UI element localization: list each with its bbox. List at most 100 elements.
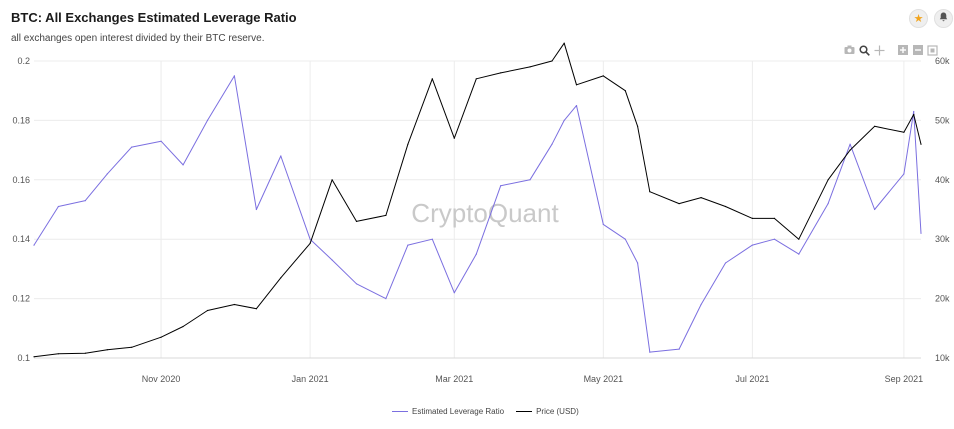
price-line xyxy=(33,42,922,358)
x-tick-label: Mar 2021 xyxy=(435,374,473,384)
x-tick-label: May 2021 xyxy=(584,374,624,384)
price-point xyxy=(827,179,829,181)
y-right-tick-label: 60k xyxy=(935,56,950,66)
leverage-point xyxy=(431,238,433,240)
leverage-point xyxy=(700,303,702,306)
y-left-tick-label: 0.18 xyxy=(12,115,30,125)
y-right-tick-label: 40k xyxy=(935,175,950,185)
leverage-point xyxy=(920,232,922,234)
pan-icon[interactable] xyxy=(874,45,885,56)
leverage-point xyxy=(575,105,578,107)
price-point xyxy=(309,242,311,244)
zoom-out-icon[interactable] xyxy=(912,45,923,56)
leverage-point xyxy=(827,203,829,205)
leverage-point xyxy=(453,292,455,294)
price-point xyxy=(724,205,727,208)
leverage-point xyxy=(331,259,333,261)
y-right-tick-label: 10k xyxy=(935,353,950,363)
alert-button[interactable] xyxy=(934,9,953,28)
price-point xyxy=(84,352,86,354)
price-point xyxy=(57,353,60,355)
leverage-ratio-line xyxy=(33,75,922,353)
price-point xyxy=(849,149,851,151)
price-point xyxy=(131,346,133,348)
price-point xyxy=(551,60,553,62)
y-left-tick-label: 0.12 xyxy=(12,294,30,304)
price-point xyxy=(500,72,502,74)
price-point xyxy=(678,203,680,205)
price-point xyxy=(903,131,905,133)
price-point xyxy=(920,143,922,145)
price-point xyxy=(233,303,235,306)
leverage-point xyxy=(563,119,565,121)
price-point xyxy=(431,78,433,80)
x-tick-label: Jul 2021 xyxy=(735,374,769,384)
favorite-button[interactable]: ★ xyxy=(909,9,928,28)
price-point xyxy=(106,349,108,351)
leverage-point xyxy=(160,140,162,142)
star-icon: ★ xyxy=(913,13,924,25)
leverage-point xyxy=(551,143,553,145)
chart-series xyxy=(33,42,922,358)
leverage-point xyxy=(649,351,651,353)
price-point xyxy=(255,308,257,310)
reset-icon[interactable] xyxy=(927,45,938,56)
y-left-tick-label: 0.1 xyxy=(17,353,30,363)
bell-icon xyxy=(939,12,948,25)
price-point xyxy=(160,336,162,338)
legend-item-leverage[interactable]: Estimated Leverage Ratio xyxy=(392,407,504,416)
price-point xyxy=(206,309,209,312)
leverage-point xyxy=(602,223,604,225)
x-tick-label: Sep 2021 xyxy=(885,374,924,384)
leverage-point xyxy=(385,298,387,300)
price-point xyxy=(602,75,604,77)
legend-label-leverage: Estimated Leverage Ratio xyxy=(412,407,505,416)
leverage-point xyxy=(874,208,876,211)
y-left-tick-label: 0.2 xyxy=(17,56,30,66)
zoom-icon[interactable] xyxy=(859,45,870,56)
leverage-point xyxy=(355,283,358,285)
legend-swatch-leverage xyxy=(392,411,408,412)
leverage-point xyxy=(57,205,60,208)
x-tick-label: Jan 2021 xyxy=(292,374,329,384)
price-point xyxy=(529,66,531,68)
leverage-point xyxy=(475,253,477,255)
legend-item-price[interactable]: Price (USD) xyxy=(516,407,579,416)
leverage-point xyxy=(182,164,184,166)
leverage-point xyxy=(233,75,235,77)
leverage-point xyxy=(624,238,626,240)
price-point xyxy=(33,356,35,358)
chart-legend: Estimated Leverage Ratio Price (USD) xyxy=(392,407,579,416)
price-point xyxy=(355,220,358,222)
leverage-point xyxy=(678,348,680,350)
leverage-point xyxy=(255,208,257,211)
price-point xyxy=(637,125,639,127)
leverage-point xyxy=(280,155,282,157)
chart-toolbar xyxy=(844,45,938,56)
y-left-tick-label: 0.16 xyxy=(12,175,30,185)
legend-label-price: Price (USD) xyxy=(536,407,579,416)
leverage-point xyxy=(309,238,311,240)
leverage-point xyxy=(84,200,86,202)
price-point xyxy=(407,143,409,145)
zoom-in-icon[interactable] xyxy=(897,45,908,56)
leverage-point xyxy=(529,179,531,181)
price-point xyxy=(453,137,455,139)
leverage-point xyxy=(33,244,35,246)
leverage-point xyxy=(849,143,851,145)
price-point xyxy=(475,78,477,80)
y-right-tick-label: 50k xyxy=(935,115,950,125)
price-point xyxy=(874,125,876,127)
y-left-tick-label: 0.14 xyxy=(12,234,30,244)
leverage-point xyxy=(773,238,776,240)
price-point xyxy=(700,197,702,199)
price-point xyxy=(624,90,626,92)
leverage-point xyxy=(724,262,727,264)
y-right-tick-label: 30k xyxy=(935,234,950,244)
price-point xyxy=(563,42,565,44)
leverage-point xyxy=(206,119,209,121)
leverage-point xyxy=(798,253,800,255)
camera-icon[interactable] xyxy=(844,45,855,56)
price-point xyxy=(773,217,776,219)
